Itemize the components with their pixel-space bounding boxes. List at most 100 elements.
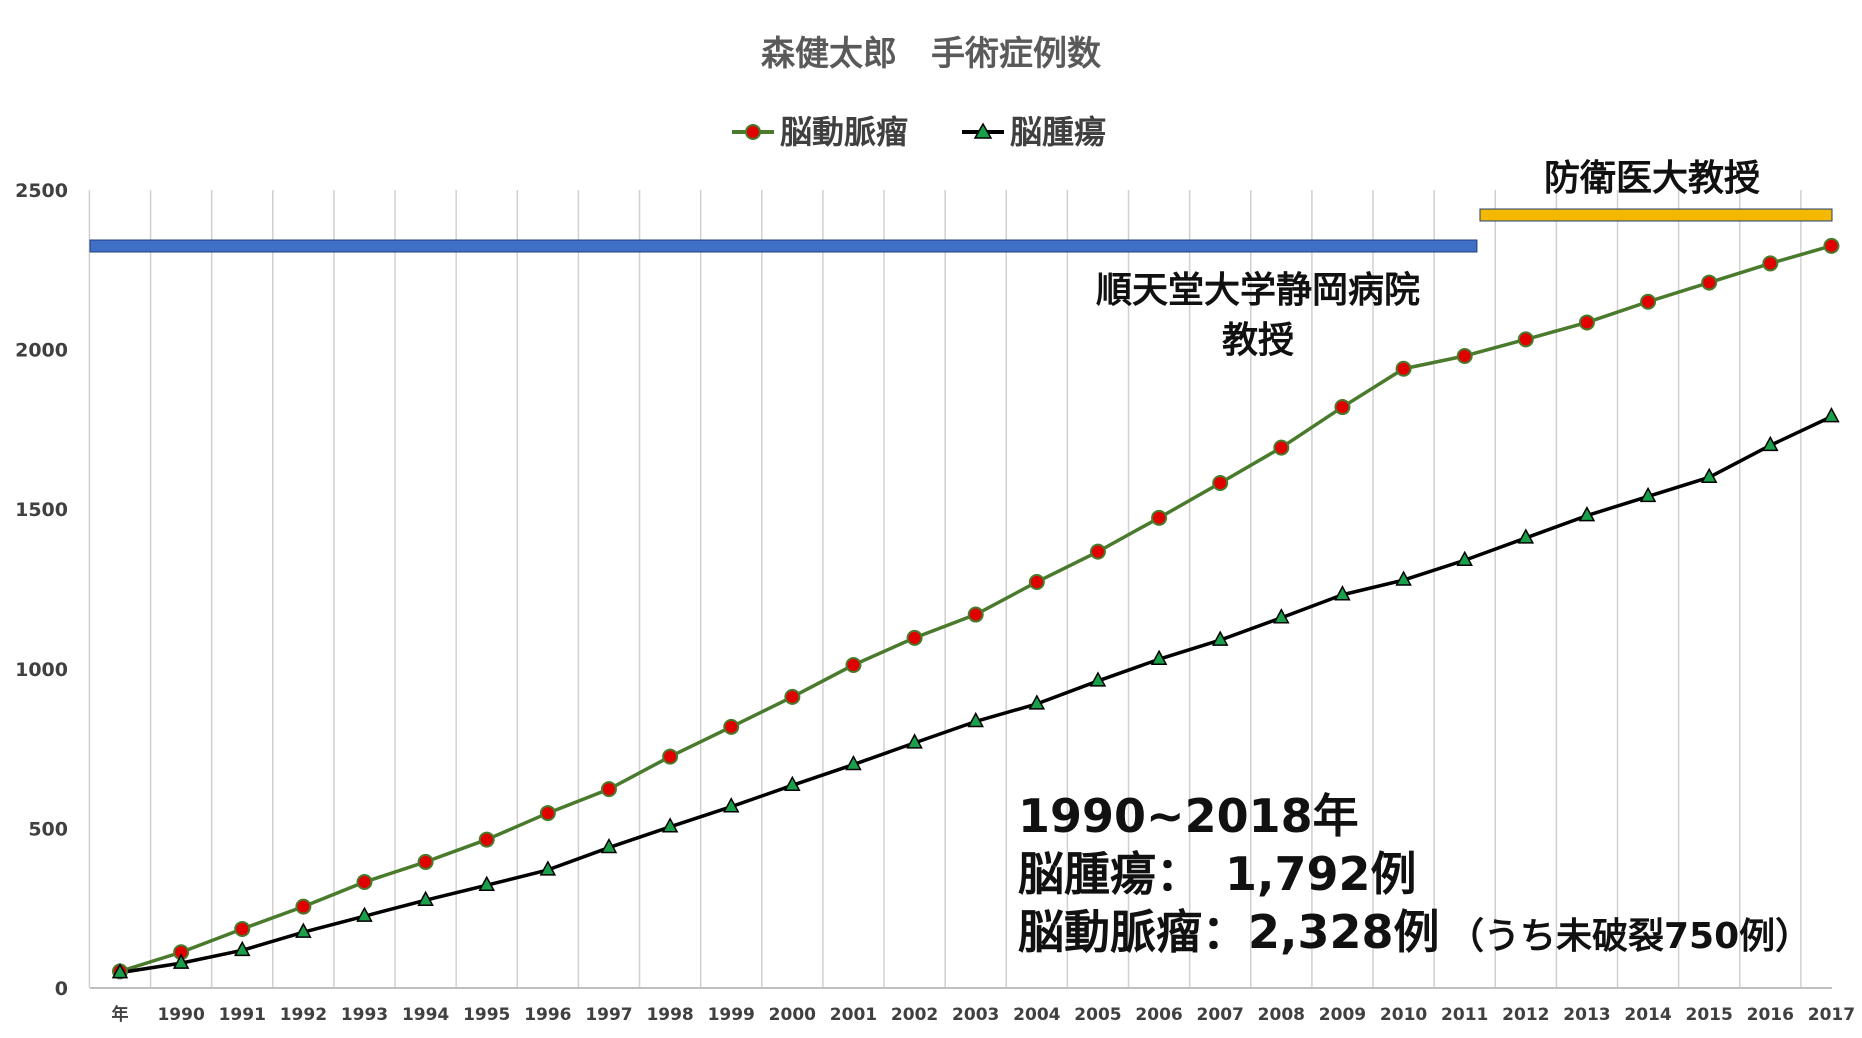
- legend-item-aneurysm: 脳動脈瘤: [732, 113, 908, 151]
- data-point: [539, 805, 556, 822]
- data-point: [1395, 570, 1412, 586]
- data-point: [1823, 407, 1840, 423]
- y-tick-label: 1000: [15, 659, 68, 681]
- x-tick-label: 1996: [524, 1005, 571, 1025]
- data-point: [1151, 509, 1168, 526]
- data-point: [1334, 585, 1351, 601]
- data-point: [845, 754, 862, 771]
- y-tick-label: 2000: [15, 340, 68, 362]
- x-axis: 年 1990 1991 1992 1993 1994 1995 1996 1997 1998 199…: [112, 1004, 1856, 1025]
- x-tick-label: 2016: [1747, 1005, 1794, 1025]
- x-tick-label: 2000: [769, 1005, 816, 1025]
- x-tick-label: 1998: [646, 1005, 693, 1025]
- data-point: [417, 853, 434, 870]
- x-tick-label: 2017: [1808, 1005, 1855, 1025]
- x-tick-label: 2015: [1686, 1005, 1733, 1025]
- legend: 脳動脈瘤 脳腫瘍: [732, 113, 1106, 151]
- y-tick-label: 1500: [15, 499, 68, 521]
- x-tick-label: 1999: [708, 1005, 755, 1025]
- x-tick-label: 2014: [1624, 1005, 1671, 1025]
- data-point: [1456, 347, 1473, 364]
- data-point: [1211, 630, 1229, 646]
- y-axis: 0 500 1000 1500 2000 2500: [15, 180, 68, 1000]
- data-point: [1089, 543, 1106, 560]
- data-point: [1517, 331, 1534, 348]
- data-point: [1639, 486, 1657, 503]
- data-point: [1395, 360, 1412, 377]
- legend-label-aneurysm: 脳動脈瘤: [780, 113, 908, 151]
- band-labels: 順天堂大学静岡病院 教授 防衛医大教授: [1096, 158, 1760, 361]
- band-label-juntendo: 順天堂大学静岡病院: [1096, 269, 1420, 311]
- series-markers: [111, 237, 1840, 980]
- data-point: [662, 748, 679, 765]
- x-tick-label: 1993: [341, 1005, 388, 1025]
- data-point: [906, 629, 923, 646]
- x-tick-label: 2013: [1563, 1005, 1610, 1025]
- data-point: [906, 733, 923, 749]
- data-point: [1150, 649, 1168, 665]
- data-point: [1212, 475, 1229, 492]
- x-tick-label: 2012: [1502, 1005, 1549, 1025]
- data-point: [539, 860, 557, 876]
- data-point: [417, 890, 434, 906]
- data-point: [1823, 237, 1840, 254]
- x-tick-label: 1992: [280, 1005, 327, 1025]
- data-point: [1456, 550, 1473, 567]
- series-line: [119, 415, 1833, 975]
- data-point: [1701, 274, 1718, 291]
- bands: [89, 208, 1833, 253]
- x-tick-label: 1991: [219, 1005, 266, 1025]
- data-point: [845, 656, 862, 673]
- data-point: [356, 874, 373, 891]
- data-point: [1762, 255, 1779, 272]
- data-point: [1028, 573, 1045, 590]
- legend-marker-tumor: [973, 122, 993, 139]
- band-label-ndmc: 防衛医大教授: [1544, 158, 1760, 199]
- data-point: [1640, 293, 1657, 310]
- band-bar: [1479, 208, 1833, 222]
- data-point: [478, 831, 495, 848]
- x-tick-label: 2011: [1441, 1005, 1488, 1025]
- data-point: [233, 940, 251, 957]
- x-tick-label: 2004: [1013, 1005, 1060, 1025]
- data-point: [295, 898, 312, 915]
- x-tick-label: 1994: [402, 1005, 449, 1025]
- summary-box: 1990~2018年 脳腫瘍： 1,792例 脳動脈瘤：2,328例 （うち未破…: [1018, 789, 1811, 959]
- y-tick-label: 0: [55, 978, 68, 1000]
- data-point: [356, 906, 373, 922]
- data-point: [1334, 399, 1351, 416]
- data-point: [722, 797, 740, 813]
- data-point: [172, 953, 190, 969]
- data-point: [1578, 506, 1596, 522]
- x-tick-label: 年: [112, 1004, 129, 1025]
- y-tick-label: 2500: [15, 180, 68, 202]
- grid: [88, 190, 1832, 989]
- x-tick-label: 2007: [1197, 1005, 1244, 1025]
- x-tick-label: 2009: [1319, 1005, 1366, 1025]
- summary-aneurysm: 脳動脈瘤：2,328例: [1018, 905, 1440, 959]
- data-point: [723, 718, 740, 735]
- data-point: [1700, 467, 1718, 484]
- x-tick-label: 2001: [830, 1005, 877, 1025]
- data-point: [1028, 694, 1046, 710]
- data-point: [1762, 435, 1779, 452]
- band-label-juntendo-professor: 教授: [1222, 320, 1294, 361]
- data-point: [784, 688, 801, 705]
- legend-marker-aneurysm: [745, 124, 761, 140]
- data-point: [1273, 608, 1290, 624]
- data-point: [295, 922, 312, 938]
- summary-period: 1990~2018年: [1018, 789, 1359, 843]
- data-point: [1089, 671, 1107, 687]
- x-tick-label: 2008: [1258, 1005, 1305, 1025]
- legend-item-tumor: 脳腫瘍: [962, 113, 1106, 151]
- x-tick-label: 2010: [1380, 1005, 1427, 1025]
- data-point: [967, 711, 984, 728]
- data-point: [111, 963, 129, 979]
- x-tick-label: 2005: [1074, 1005, 1121, 1025]
- band-bar: [89, 239, 1478, 253]
- data-point: [600, 781, 617, 798]
- x-tick-label: 2003: [952, 1005, 999, 1025]
- chart-title: 森健太郎 手術症例数: [761, 34, 1101, 74]
- legend-label-tumor: 脳腫瘍: [1010, 113, 1106, 151]
